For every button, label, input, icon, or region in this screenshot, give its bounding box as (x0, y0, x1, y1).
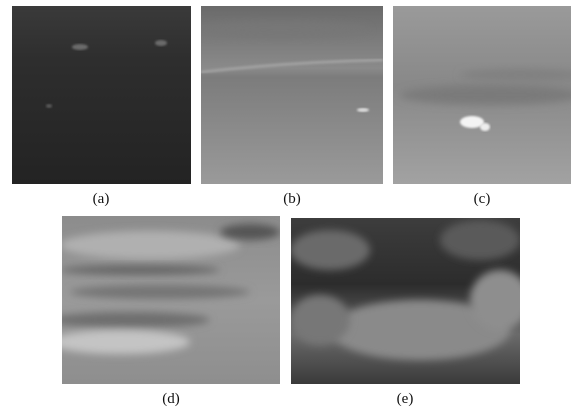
caption: (e) (397, 391, 414, 407)
image-d (50, 216, 280, 384)
image-b (190, 6, 383, 184)
image-c (393, 6, 572, 184)
image-a (12, 6, 191, 184)
caption: (d) (162, 391, 180, 407)
caption: (a) (93, 191, 110, 207)
caption: (c) (474, 191, 491, 207)
caption: (b) (283, 191, 301, 207)
image-e (290, 218, 530, 384)
figure: (a) (b) (c) (d) (e) (0, 0, 572, 409)
